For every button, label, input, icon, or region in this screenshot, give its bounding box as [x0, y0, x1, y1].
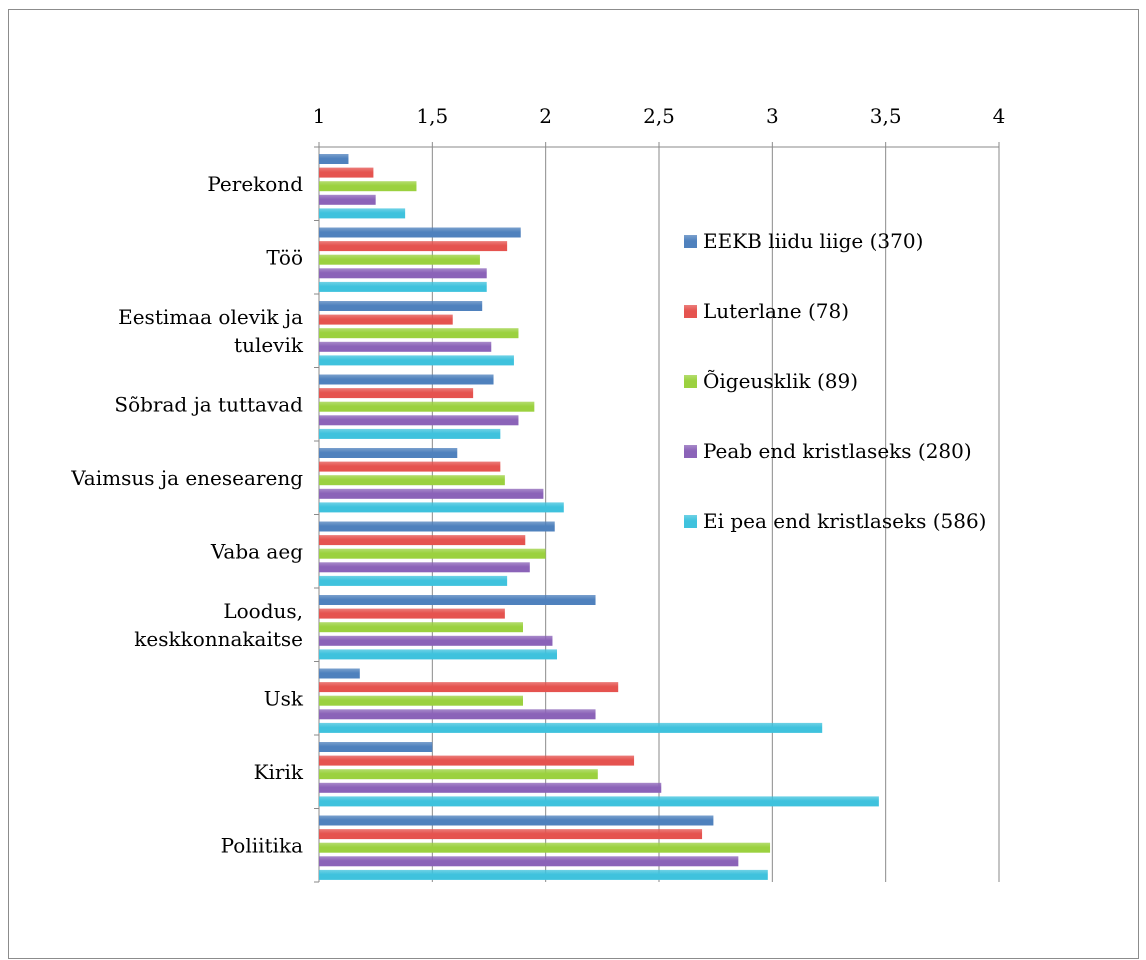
bar: [319, 575, 508, 586]
bar: [319, 281, 487, 292]
chart-frame: 1 1,5 2 2,5 3 3,5 4 Perekond Töö Eestimaa olevik …: [8, 9, 1139, 959]
bar: [319, 755, 635, 766]
bar-chart: 1 1,5 2 2,5 3 3,5 4 Perekond Töö Eestimaa olevik …: [70, 104, 1006, 883]
legend-swatch: [684, 445, 697, 458]
bar: [319, 829, 703, 840]
category-label: Usk: [264, 686, 304, 710]
bar: [319, 769, 598, 780]
bar: [319, 535, 526, 546]
legend: EEKB liidu liige (370) Luterlane (78) Õige…: [684, 229, 986, 533]
category-label: Kirik: [254, 760, 304, 784]
bar: [319, 548, 546, 559]
legend-swatch: [684, 305, 697, 318]
x-tick-label: 3,5: [870, 104, 902, 128]
category-label: Sõbrad ja tuttavad: [114, 392, 303, 416]
bar: [319, 488, 544, 499]
bar: [319, 475, 505, 486]
bar: [319, 521, 555, 532]
bar: [319, 254, 480, 265]
category-label: Töö: [266, 245, 303, 269]
bar: [319, 461, 501, 472]
legend-swatch: [684, 235, 697, 248]
x-tick-label: 4: [993, 104, 1006, 128]
x-tick-label: 3: [766, 104, 779, 128]
bar: [319, 194, 376, 205]
bar: [319, 341, 492, 352]
bar: [319, 301, 483, 311]
legend-label: Luterlane (78): [703, 299, 849, 323]
bar: [319, 415, 519, 426]
series-2: [319, 181, 771, 853]
bar: [319, 208, 406, 219]
category-label: Vaimsus ja eneseareng: [70, 466, 303, 490]
bar: [319, 869, 768, 880]
bar: [319, 401, 535, 412]
category-label: tulevik: [234, 333, 304, 357]
bar: [319, 448, 458, 458]
x-tick-label: 1,5: [416, 104, 448, 128]
bar: [319, 668, 360, 679]
series-4: [319, 208, 879, 880]
bar: [319, 856, 739, 867]
bar: [319, 796, 879, 807]
bar: [319, 722, 823, 733]
bar: [319, 241, 508, 252]
bar: [319, 328, 519, 339]
bar: [319, 268, 487, 279]
bar: [319, 428, 501, 439]
bar: [319, 709, 596, 720]
legend-label: Õigeusklik (89): [703, 369, 858, 393]
bar: [319, 695, 523, 706]
bar: [319, 815, 714, 826]
bar: [319, 595, 596, 605]
x-tick-label: 2,5: [643, 104, 675, 128]
legend-swatch: [684, 515, 697, 528]
x-tick-label: 2: [539, 104, 552, 128]
bar: [319, 782, 662, 793]
bar: [319, 181, 417, 192]
bar: [319, 622, 523, 633]
legend-label: Ei pea end kristlaseks (586): [703, 509, 986, 533]
bar: [319, 388, 474, 399]
bar: [319, 742, 433, 752]
bar: [319, 502, 564, 513]
category-label: Loodus,: [223, 599, 303, 623]
series-3: [319, 194, 739, 867]
bar: [319, 842, 771, 853]
bar: [319, 314, 453, 325]
legend-swatch: [684, 375, 697, 388]
bar: [319, 682, 619, 693]
category-label: Perekond: [207, 172, 303, 196]
bar: [319, 227, 521, 238]
series-1: [319, 167, 703, 840]
bar: [319, 374, 494, 385]
category-label: Eestimaa olevik ja: [118, 305, 303, 329]
bar: [319, 635, 553, 646]
bar: [319, 154, 349, 164]
bar: [319, 562, 530, 573]
category-label: keskkonnakaitse: [134, 627, 303, 651]
bar: [319, 355, 514, 366]
series-0: [319, 154, 714, 826]
legend-label: EEKB liidu liige (370): [703, 229, 923, 253]
category-label: Poliitika: [221, 833, 303, 857]
bar: [319, 167, 374, 178]
category-labels: Perekond Töö Eestimaa olevik ja tulevik Sõbr…: [70, 172, 304, 858]
bar: [319, 608, 505, 619]
category-label: Vaba aeg: [210, 539, 303, 563]
legend-label: Peab end kristlaseks (280): [703, 439, 972, 463]
bar: [319, 649, 557, 660]
x-tick-label: 1: [313, 104, 326, 128]
